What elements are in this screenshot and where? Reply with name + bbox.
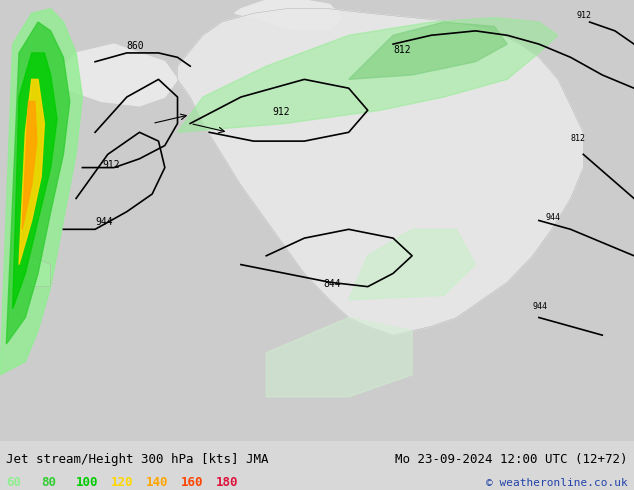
Polygon shape — [178, 18, 558, 132]
Polygon shape — [178, 9, 583, 335]
Polygon shape — [51, 44, 178, 106]
Text: Mo 23-09-2024 12:00 UTC (12+72): Mo 23-09-2024 12:00 UTC (12+72) — [395, 453, 628, 466]
Text: 180: 180 — [216, 476, 238, 489]
Polygon shape — [19, 79, 44, 265]
Text: Jet stream/Height 300 hPa [kts] JMA: Jet stream/Height 300 hPa [kts] JMA — [6, 453, 269, 466]
Text: 944: 944 — [96, 217, 113, 227]
Polygon shape — [349, 229, 476, 300]
Polygon shape — [13, 53, 57, 309]
Polygon shape — [235, 0, 342, 31]
Text: 140: 140 — [146, 476, 168, 489]
Polygon shape — [6, 22, 70, 344]
Text: 844: 844 — [323, 279, 341, 289]
Text: 120: 120 — [111, 476, 133, 489]
Text: 60: 60 — [6, 476, 22, 489]
Text: 912: 912 — [102, 160, 120, 170]
Text: 80: 80 — [41, 476, 56, 489]
Text: 100: 100 — [76, 476, 98, 489]
Polygon shape — [266, 318, 412, 397]
Text: 812: 812 — [571, 134, 586, 143]
Polygon shape — [0, 9, 82, 375]
Polygon shape — [349, 22, 507, 79]
Polygon shape — [22, 101, 37, 229]
Text: 912: 912 — [577, 11, 592, 20]
Text: 860: 860 — [127, 41, 145, 50]
Polygon shape — [19, 256, 51, 287]
Text: 944: 944 — [545, 214, 560, 222]
Text: © weatheronline.co.uk: © weatheronline.co.uk — [486, 478, 628, 488]
Text: 944: 944 — [533, 302, 548, 311]
Text: 812: 812 — [393, 45, 411, 55]
Text: 160: 160 — [181, 476, 203, 489]
Text: 912: 912 — [273, 107, 290, 117]
